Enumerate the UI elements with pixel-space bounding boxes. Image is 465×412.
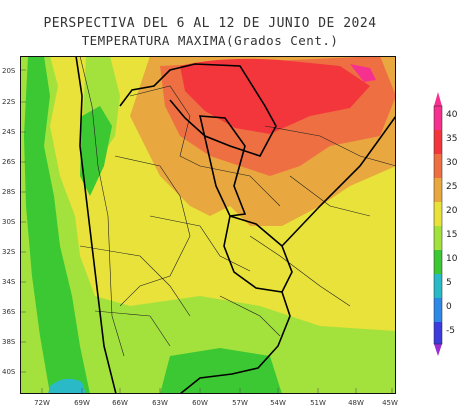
lon-label: 69W: [74, 399, 90, 407]
legend-bottom-triangle: [434, 344, 442, 356]
national-borders: [75, 56, 396, 394]
legend-swatch: [434, 154, 442, 178]
color-legend: 40 35 30 25 20 15 10 5 0 -5: [433, 92, 458, 356]
admin-borders: [79, 56, 396, 357]
lat-label: 34S: [2, 278, 16, 286]
legend-label: 25: [446, 182, 457, 192]
zone-10-15-andes: [24, 56, 90, 394]
legend-label: 30: [446, 158, 458, 168]
legend-label: 0: [446, 302, 452, 312]
lat-label: 24S: [2, 128, 16, 136]
lat-label: 28S: [2, 188, 16, 196]
legend-swatch: [434, 130, 442, 154]
legend-label: 35: [446, 134, 457, 144]
lat-label: 22S: [2, 98, 16, 106]
legend-label: -5: [446, 326, 455, 336]
lon-label: 72W: [34, 399, 50, 407]
legend-label: 40: [446, 110, 458, 120]
zone-10-15-south: [160, 348, 282, 394]
lon-label: 66W: [112, 399, 128, 407]
lat-label: 20S: [2, 67, 16, 75]
legend-swatch: [434, 274, 442, 298]
lat-axis: 20S 22S 24S 26S 28S 30S 32S 34S 36S 38S …: [2, 67, 16, 376]
legend-swatch: [434, 250, 442, 274]
zone-10-15-nw: [80, 106, 112, 196]
zone-5-10: [48, 378, 86, 394]
map-frame: [20, 56, 396, 394]
lat-label: 36S: [2, 308, 16, 316]
lat-label: 38S: [2, 338, 16, 346]
map-title: PERSPECTIVA DEL 6 AL 12 DE JUNIO DE 2024: [43, 16, 377, 31]
lon-axis: 72W 69W 66W 63W 60W 57W 54W 51W 48W 45W: [34, 399, 398, 407]
lon-label: 57W: [232, 399, 248, 407]
legend-swatch: [434, 202, 442, 226]
map-svg: [20, 56, 396, 394]
legend-swatch: [434, 322, 442, 344]
zone-35-40: [180, 58, 370, 134]
legend-label: 5: [446, 278, 452, 288]
lon-label: 54W: [270, 399, 286, 407]
legend-label: 15: [446, 230, 457, 240]
legend-label: 10: [446, 254, 458, 264]
zone-40-plus: [350, 64, 376, 82]
legend-swatch: [434, 106, 442, 130]
zone-15-20: [20, 56, 396, 394]
lon-label: 48W: [348, 399, 364, 407]
legend-swatch: [434, 226, 442, 250]
lat-label: 26S: [2, 158, 16, 166]
lon-label: 51W: [310, 399, 326, 407]
lat-label: 30S: [2, 218, 16, 226]
lat-label: 40S: [2, 368, 16, 376]
temperature-map: [20, 56, 396, 394]
legend-swatch: [434, 298, 442, 322]
legend-swatch: [434, 178, 442, 202]
legend-top-triangle: [434, 92, 442, 106]
map-subtitle: TEMPERATURA MAXIMA(Grados Cent.): [81, 33, 339, 48]
lon-label: 45W: [382, 399, 398, 407]
legend-label: 20: [446, 206, 458, 216]
lon-label: 60W: [192, 399, 208, 407]
lat-label: 32S: [2, 248, 16, 256]
lon-label: 63W: [152, 399, 168, 407]
